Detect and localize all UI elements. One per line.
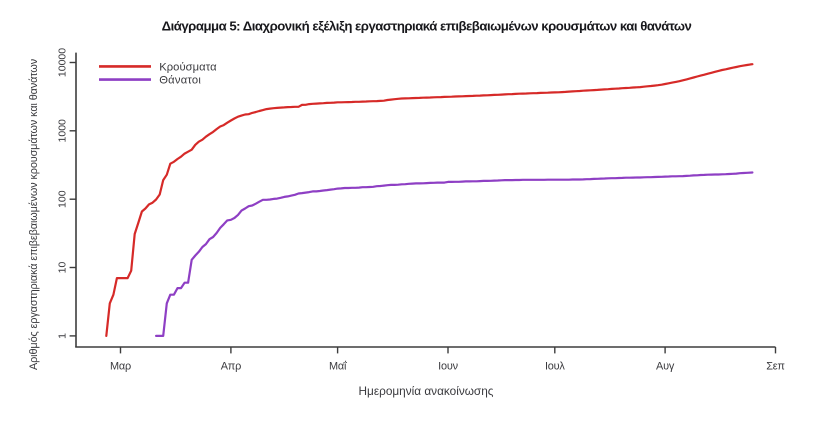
svg-text:1000: 1000 — [57, 119, 69, 143]
svg-text:10: 10 — [57, 262, 69, 274]
svg-text:Μαρ: Μαρ — [110, 361, 131, 373]
svg-text:1: 1 — [57, 333, 69, 339]
svg-text:Απρ: Απρ — [221, 361, 241, 373]
svg-text:Σεπ: Σεπ — [766, 361, 785, 373]
svg-text:100: 100 — [57, 190, 69, 208]
svg-text:Θάνατοι: Θάνατοι — [159, 75, 201, 87]
svg-text:Μαΐ: Μαΐ — [329, 361, 347, 373]
svg-text:Ιουλ: Ιουλ — [545, 361, 565, 373]
svg-text:Ιουν: Ιουν — [438, 361, 458, 373]
svg-text:Διάγραμμα 5: Διαχρονική εξέλιξ: Διάγραμμα 5: Διαχρονική εξέλιξη εργαστηρ… — [162, 19, 692, 34]
svg-text:Κρούσματα: Κρούσματα — [159, 61, 217, 73]
svg-text:10000: 10000 — [57, 48, 69, 77]
svg-text:Αυγ: Αυγ — [656, 361, 675, 373]
svg-text:Αριθμός εργαστηριακά επιβεβαιω: Αριθμός εργαστηριακά επιβεβαιωμένων κρου… — [28, 58, 40, 370]
svg-text:Ημερομηνία ανακοίνωσης: Ημερομηνία ανακοίνωσης — [359, 384, 494, 398]
